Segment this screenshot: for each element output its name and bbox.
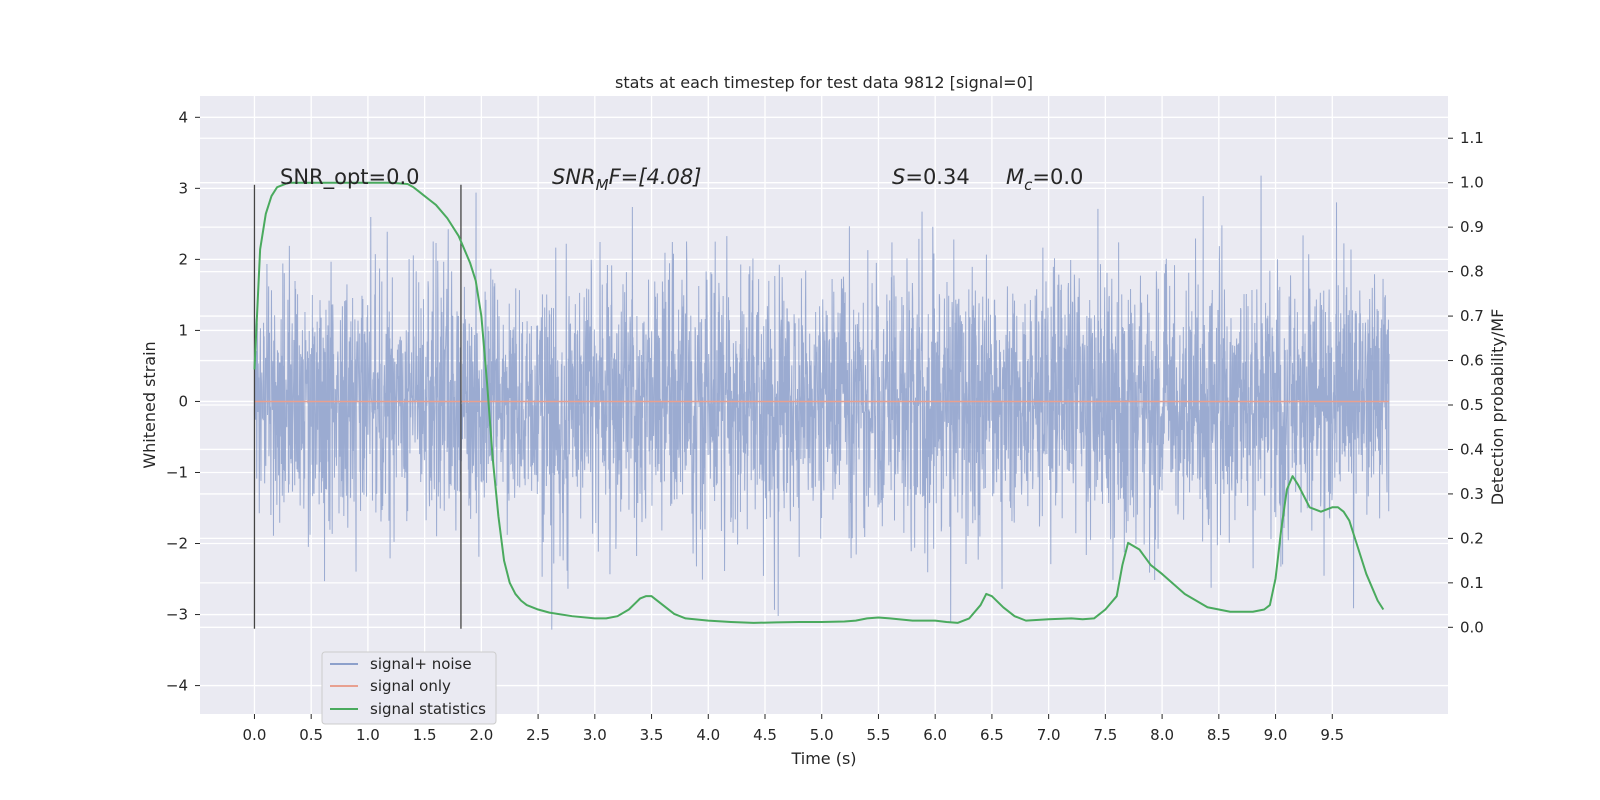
- x-tick-label: 6.0: [923, 726, 947, 744]
- legend-label-signal-only: signal only: [370, 677, 451, 695]
- signal-noise-line: [253, 175, 1390, 630]
- legend-label-signal-noise: signal+ noise: [370, 655, 472, 673]
- y2-axis-label: Detection probability/MF: [1488, 309, 1507, 506]
- chart-title: stats at each timestep for test data 981…: [615, 73, 1033, 92]
- x-tick-label: 1.5: [413, 726, 437, 744]
- y2-tick-label: 0.8: [1460, 263, 1484, 281]
- x-tick-label: 2.0: [469, 726, 493, 744]
- x-tick-label: 9.5: [1320, 726, 1344, 744]
- y-tick-label: −2: [166, 535, 188, 553]
- snr-mf-rest: F=[4.08]: [609, 165, 702, 189]
- signal-statistics-series: [253, 181, 1385, 624]
- x-tick-label: 3.0: [583, 726, 607, 744]
- y-axis-ticks: 4 3 2 1 0 −1 −2 −3 −4: [166, 108, 200, 695]
- x-tick-label: 0.5: [299, 726, 323, 744]
- legend: signal+ noise signal only signal statist…: [321, 651, 497, 725]
- signal-statistics-line: [253, 181, 1385, 624]
- mc-value: =0.0: [1032, 165, 1083, 189]
- x-tick-label: 2.5: [526, 726, 550, 744]
- y2-axis-ticks: 1.1 1.0 0.9 0.8 0.7 0.6 0.5 0.4 0.3 0.2 0.1 0.0: [1448, 129, 1484, 636]
- x-tick-label: 7.5: [1093, 726, 1117, 744]
- x-tick-label: 0.0: [243, 726, 267, 744]
- y-tick-label: −4: [166, 677, 188, 695]
- y-tick-label: 0: [178, 392, 188, 410]
- y-axis-label: Whitened strain: [140, 341, 159, 468]
- s-value: =0.34: [905, 165, 969, 189]
- y2-tick-label: 0.4: [1460, 440, 1484, 458]
- x-tick-label: 9.0: [1264, 726, 1288, 744]
- snr-mf-subscript: M: [596, 176, 609, 194]
- y-tick-label: 2: [178, 250, 188, 268]
- legend-label-signal-statistics: signal statistics: [370, 700, 486, 718]
- x-tick-label: 4.5: [753, 726, 777, 744]
- x-tick-label: 8.5: [1207, 726, 1231, 744]
- y2-tick-label: 0.7: [1460, 307, 1484, 325]
- mc-subscript: c: [1024, 176, 1033, 194]
- y2-tick-label: 1.1: [1460, 129, 1484, 147]
- marker-lines: [253, 184, 462, 629]
- x-tick-label: 8.0: [1150, 726, 1174, 744]
- x-tick-label: 5.0: [810, 726, 834, 744]
- x-tick-label: 4.0: [696, 726, 720, 744]
- snr-mf-base: SNR: [552, 165, 596, 189]
- y2-tick-label: 1.0: [1460, 174, 1484, 192]
- y2-tick-label: 0.9: [1460, 218, 1484, 236]
- y-tick-label: 1: [178, 321, 188, 339]
- s-symbol: S: [892, 165, 905, 189]
- x-axis-ticks: 0.0 0.5 1.0 1.5 2.0 2.5 3.0 3.5 4.0 4.5 5.0 5.5 6.0 6…: [243, 714, 1344, 744]
- legend-box: [321, 651, 497, 725]
- x-tick-label: 7.0: [1037, 726, 1061, 744]
- mc-base: M: [1006, 165, 1024, 189]
- y2-tick-label: 0.0: [1460, 618, 1484, 636]
- x-tick-label: 5.5: [867, 726, 891, 744]
- snr-opt-annotation: SNR_opt=0.0: [280, 165, 420, 190]
- y-tick-label: 3: [178, 179, 188, 197]
- y2-tick-label: 0.3: [1460, 485, 1484, 503]
- s-annotation: S=0.34: [892, 165, 970, 189]
- snr-mf-annotation: SNRMF=[4.08]: [552, 165, 701, 194]
- y-tick-label: −1: [166, 463, 188, 481]
- y-tick-label: 4: [178, 108, 188, 126]
- signal-noise-series: [253, 175, 1390, 630]
- x-tick-label: 6.5: [980, 726, 1004, 744]
- mc-annotation: Mc=0.0: [1006, 165, 1083, 194]
- x-axis-label: Time (s): [790, 749, 856, 768]
- x-tick-label: 1.0: [356, 726, 380, 744]
- y-tick-label: −3: [166, 606, 188, 624]
- x-tick-label: 3.5: [640, 726, 664, 744]
- y2-tick-label: 0.2: [1460, 529, 1484, 547]
- y2-tick-label: 0.1: [1460, 574, 1484, 592]
- y2-tick-label: 0.5: [1460, 396, 1484, 414]
- y2-tick-label: 0.6: [1460, 352, 1484, 370]
